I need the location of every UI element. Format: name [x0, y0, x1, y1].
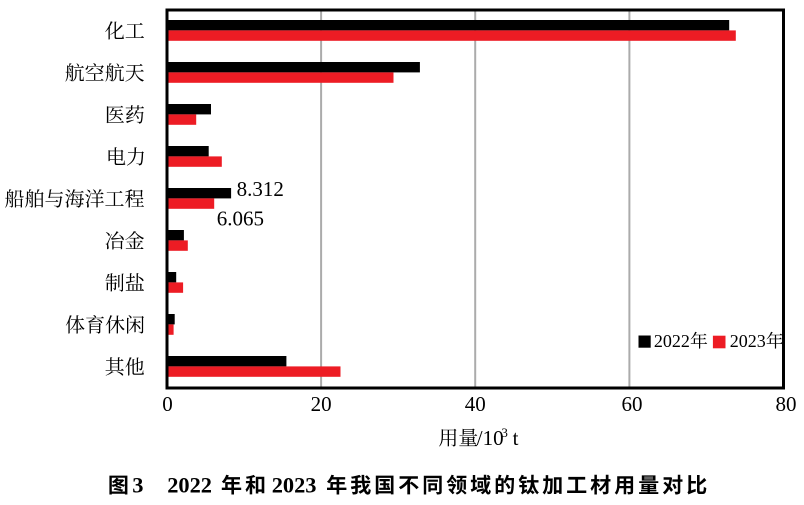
svg-text:0: 0 — [162, 392, 173, 416]
svg-text:t: t — [513, 426, 519, 450]
svg-text:3: 3 — [501, 425, 508, 440]
svg-text:2023: 2023 — [730, 331, 766, 351]
svg-text:3: 3 — [132, 473, 143, 498]
svg-text:2022: 2022 — [167, 473, 212, 498]
svg-text:2022: 2022 — [654, 331, 690, 351]
svg-text:/10: /10 — [477, 426, 504, 450]
svg-text:20: 20 — [311, 392, 332, 416]
svg-text:80: 80 — [776, 392, 797, 416]
svg-text:6.065: 6.065 — [217, 207, 264, 231]
svg-text:8.312: 8.312 — [237, 177, 284, 201]
svg-text:40: 40 — [465, 392, 486, 416]
svg-text:2023: 2023 — [272, 473, 317, 498]
svg-text:60: 60 — [622, 392, 643, 416]
